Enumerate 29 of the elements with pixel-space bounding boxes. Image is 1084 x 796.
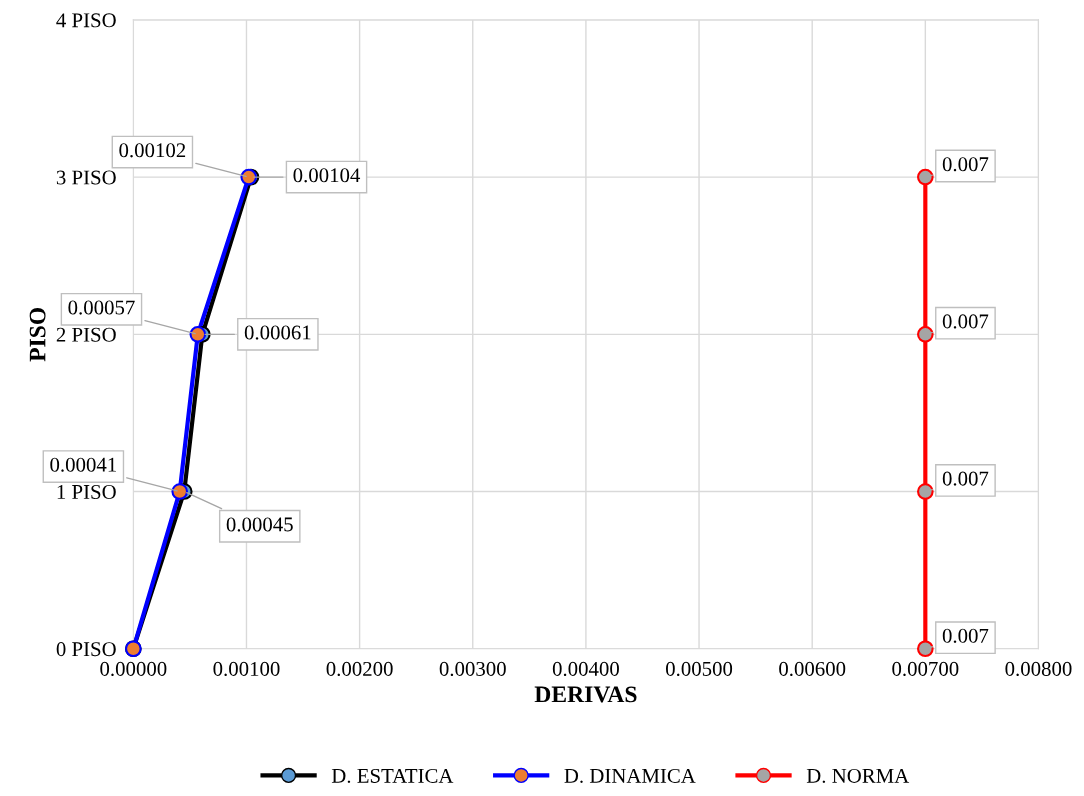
legend-label: D. DINAMICA: [564, 768, 696, 783]
y-tick-label: 3 PISO: [56, 170, 116, 185]
y-tick-label: 4 PISO: [56, 13, 116, 28]
legend-label: D. NORMA: [806, 768, 910, 783]
y-tick-label: 1 PISO: [57, 484, 116, 499]
data-label: 0.00102: [119, 143, 186, 158]
x-tick-label: 0.00100: [213, 661, 280, 676]
x-tick-label: 0.00400: [552, 661, 619, 676]
data-label: 0.007: [942, 628, 989, 643]
y-tick-label: 0 PISO: [56, 642, 116, 657]
data-label: 0.007: [942, 471, 989, 486]
x-axis-title: DERIVAS: [534, 686, 637, 703]
data-label: 0.00061: [244, 325, 311, 340]
data-label: 0.00045: [226, 517, 293, 532]
data-label: 0.00057: [68, 300, 135, 315]
x-tick-label: 0.00600: [779, 661, 846, 676]
data-label: 0.007: [942, 157, 989, 172]
data-label: 0.00041: [50, 457, 116, 472]
data-label: 0.007: [942, 314, 989, 329]
y-tick-label: 2 PISO: [56, 327, 116, 342]
legend-label: D. ESTATICA: [331, 768, 454, 783]
x-tick-label: 0.00000: [100, 661, 167, 676]
y-axis-title: PISO: [29, 307, 46, 362]
x-tick-label: 0.00500: [665, 661, 733, 676]
x-tick-label: 0.00800: [1005, 661, 1072, 676]
x-tick-label: 0.00200: [326, 661, 393, 676]
data-label: 0.00104: [293, 168, 361, 183]
x-tick-label: 0.00700: [892, 661, 959, 676]
x-tick-label: 0.00300: [439, 661, 506, 676]
